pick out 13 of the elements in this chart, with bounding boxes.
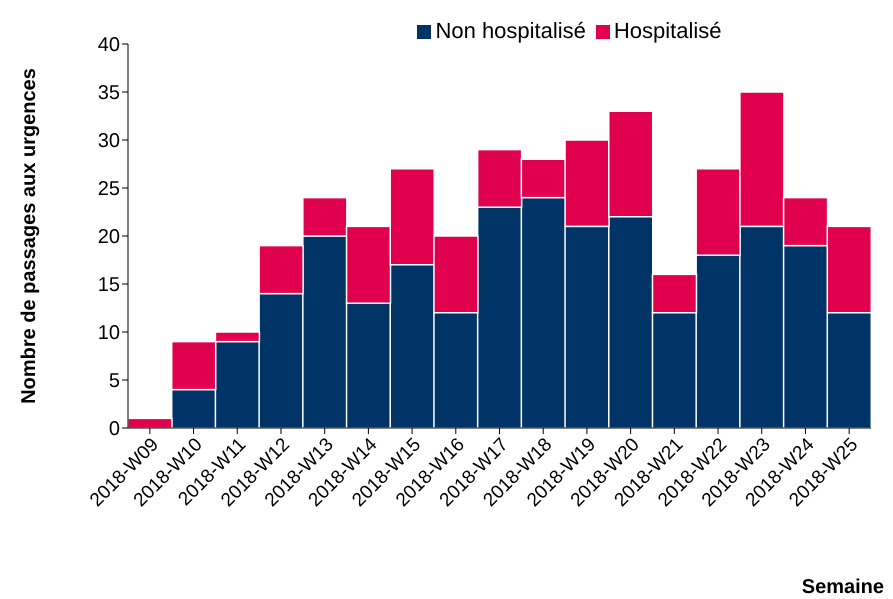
y-axis-title: Nombre de passages aux urgences <box>18 68 40 404</box>
legend-label: Hospitalisé <box>614 18 722 43</box>
y-tick-label: 20 <box>98 226 120 248</box>
y-tick-label: 10 <box>98 322 120 344</box>
y-tick-label: 5 <box>108 370 120 392</box>
y-tick-label: 15 <box>98 274 120 296</box>
y-tick-label: 25 <box>98 178 120 200</box>
x-axis-title: Semaine <box>802 576 884 598</box>
y-tick-label: 30 <box>98 130 120 152</box>
y-tick-label: 40 <box>98 34 120 56</box>
legend-label: Non hospitalisé <box>435 18 586 43</box>
y-tick-label: 0 <box>108 418 120 440</box>
y-tick-label: 35 <box>98 82 120 104</box>
